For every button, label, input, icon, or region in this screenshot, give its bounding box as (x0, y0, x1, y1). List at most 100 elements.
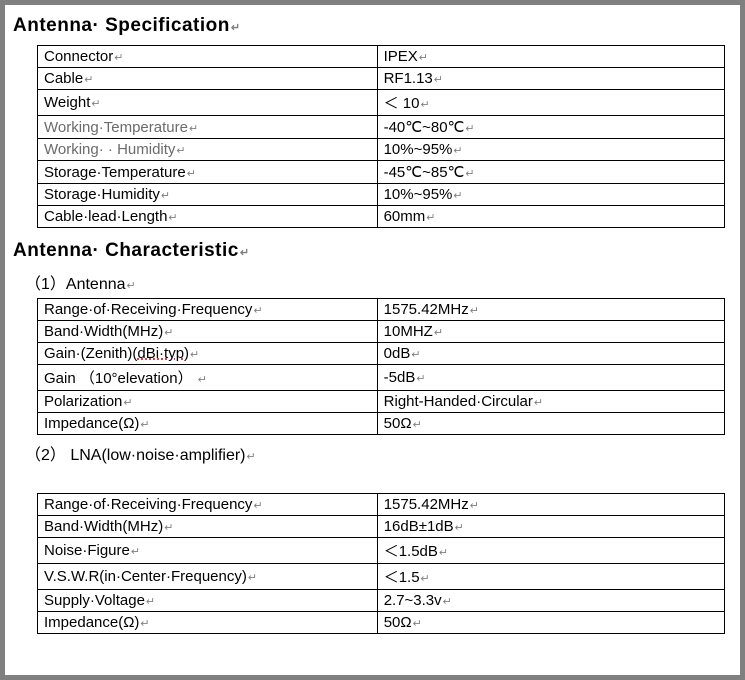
spec-label-text: Working·Temperature (44, 119, 188, 136)
table-row: Working· · Humidity↵10%~95%↵ (38, 139, 725, 161)
spec-label-cell: Range·of·Receiving·Frequency↵ (38, 494, 378, 516)
antenna-char-tbody: Range·of·Receiving·Frequency↵1575.42MHz↵… (38, 299, 725, 435)
cell-mark: ↵ (140, 419, 149, 431)
cell-mark: ↵ (420, 99, 429, 111)
table-row: Polarization↵Right-Handed·Circular↵ (38, 391, 725, 413)
section2-title: Antenna· Characteristic↵ (13, 240, 732, 262)
spec-label-cell: Impedance(Ω)↵ (38, 612, 378, 634)
table-row: Impedance(Ω)↵50Ω↵ (38, 612, 725, 634)
spec-value-cell: 2.7~3.3v↵ (377, 590, 724, 612)
spec-label-cell: Polarization↵ (38, 391, 378, 413)
spec-label-cell: Weight↵ (38, 90, 378, 116)
cell-mark: ↵ (411, 349, 420, 361)
cell-mark: ↵ (455, 522, 464, 534)
section1-title: Antenna· Specification↵ (13, 15, 732, 37)
spec-value-cell: ＜1.5↵ (377, 564, 724, 590)
spec-value-cell: ＜1.5dB↵ (377, 538, 724, 564)
section1-title-text: Antenna· Specification (13, 15, 230, 36)
table-row: Connector↵IPEX↵ (38, 46, 725, 68)
spec-value-cell: 1575.42MHz↵ (377, 494, 724, 516)
spec-value-text: 1575.42MHz (384, 496, 469, 513)
spec-label-text: V.S.W.R(in·Center·Frequency) (44, 568, 247, 585)
spec-value-text: -40℃~80℃ (384, 119, 465, 136)
cell-mark: ↵ (114, 52, 123, 64)
cell-mark: ↵ (419, 52, 428, 64)
cell-mark: ↵ (443, 596, 452, 608)
spec-label-highlight: dBi·typ (137, 345, 184, 362)
spec-value-cell: -5dB↵ (377, 365, 724, 391)
cell-mark: ↵ (146, 596, 155, 608)
cell-mark: ↵ (434, 74, 443, 86)
spec-label-cell: Gain·(Zenith)(dBi·typ)↵ (38, 343, 378, 365)
cell-mark: ↵ (465, 123, 474, 135)
spec-label-text: Cable·lead·Length (44, 208, 167, 225)
spec-value-cell: RF1.13↵ (377, 68, 724, 90)
cell-mark: ↵ (426, 212, 435, 224)
spec-value-cell: 0dB↵ (377, 343, 724, 365)
spec-label-cell: Band·Width(MHz)↵ (38, 321, 378, 343)
cell-mark: ↵ (413, 419, 422, 431)
cell-mark: ↵ (453, 145, 462, 157)
cell-mark: ↵ (91, 98, 100, 110)
table-row: Cable↵RF1.13↵ (38, 68, 725, 90)
spec-label-text: Cable (44, 70, 83, 87)
cell-mark: ↵ (187, 168, 196, 180)
table-row: Gain·(Zenith)(dBi·typ)↵0dB↵ (38, 343, 725, 365)
spec-label-text: Impedance(Ω) (44, 614, 139, 631)
spec-label-text: Range·of·Receiving·Frequency (44, 496, 252, 513)
spec-label-text: Weight (44, 94, 90, 111)
spec-label-cell: Supply·Voltage↵ (38, 590, 378, 612)
cell-mark: ↵ (140, 618, 149, 630)
table-row: Cable·lead·Length↵60mm↵ (38, 206, 725, 228)
spec-value-cell: 50Ω↵ (377, 413, 724, 435)
antenna-spec-tbody: Connector↵IPEX↵Cable↵RF1.13↵Weight↵＜ 10↵… (38, 46, 725, 228)
table-row: Impedance(Ω)↵50Ω↵ (38, 413, 725, 435)
spec-value-text: 10%~95% (384, 186, 453, 203)
table-row: Range·of·Receiving·Frequency↵1575.42MHz↵ (38, 299, 725, 321)
spec-value-text: Right-Handed·Circular (384, 393, 533, 410)
blank-spacer (13, 469, 732, 493)
spec-label-cell: Connector↵ (38, 46, 378, 68)
cell-mark: ↵ (168, 212, 177, 224)
spec-value-text: IPEX (384, 48, 418, 65)
cell-mark: ↵ (421, 573, 430, 585)
spec-value-cell: 1575.42MHz↵ (377, 299, 724, 321)
spec-label-text: Band·Width(MHz) (44, 323, 163, 340)
sub2-heading-text: （2） LNA(low·noise·amplifier) (25, 447, 246, 464)
spec-value-text: 2.7~3.3v (384, 592, 442, 609)
para-mark: ↵ (127, 280, 136, 292)
spec-value-text: 0dB (384, 345, 411, 362)
cell-mark: ↵ (534, 397, 543, 409)
spec-value-cell: Right-Handed·Circular↵ (377, 391, 724, 413)
spec-label-cell: Band·Width(MHz)↵ (38, 516, 378, 538)
spec-value-cell: 60mm↵ (377, 206, 724, 228)
sub1-heading-text: （1）Antenna (25, 276, 126, 293)
spec-value-text: -45℃~85℃ (384, 164, 465, 181)
table-row: Storage·Temperature↵-45℃~85℃↵ (38, 161, 725, 184)
spec-value-text: ＜1.5 (384, 569, 420, 586)
spec-value-cell: IPEX↵ (377, 46, 724, 68)
cell-mark: ↵ (164, 522, 173, 534)
spec-label-cell: V.S.W.R(in·Center·Frequency)↵ (38, 564, 378, 590)
cell-mark: ↵ (416, 373, 425, 385)
para-mark: ↵ (240, 247, 250, 259)
spec-label-text: Range·of·Receiving·Frequency (44, 301, 252, 318)
table-row: V.S.W.R(in·Center·Frequency)↵＜1.5↵ (38, 564, 725, 590)
cell-mark: ↵ (164, 327, 173, 339)
cell-mark: ↵ (84, 74, 93, 86)
lna-tbody: Range·of·Receiving·Frequency↵1575.42MHz↵… (38, 494, 725, 634)
spec-label-cell: Range·of·Receiving·Frequency↵ (38, 299, 378, 321)
antenna-spec-table: Connector↵IPEX↵Cable↵RF1.13↵Weight↵＜ 10↵… (37, 45, 725, 228)
lna-table: Range·of·Receiving·Frequency↵1575.42MHz↵… (37, 493, 725, 634)
spec-label-cell: Impedance(Ω)↵ (38, 413, 378, 435)
spec-label-cell: Cable↵ (38, 68, 378, 90)
spec-value-cell: -45℃~85℃↵ (377, 161, 724, 184)
spec-label-text: Band·Width(MHz) (44, 518, 163, 535)
spec-label-cell: Cable·lead·Length↵ (38, 206, 378, 228)
sub2-heading: （2） LNA(low·noise·amplifier)↵ (25, 441, 732, 465)
spec-value-cell: 50Ω↵ (377, 612, 724, 634)
cell-mark: ↵ (253, 305, 262, 317)
table-row: Supply·Voltage↵2.7~3.3v↵ (38, 590, 725, 612)
spec-value-text: 16dB±1dB (384, 518, 454, 535)
cell-mark: ↵ (453, 190, 462, 202)
